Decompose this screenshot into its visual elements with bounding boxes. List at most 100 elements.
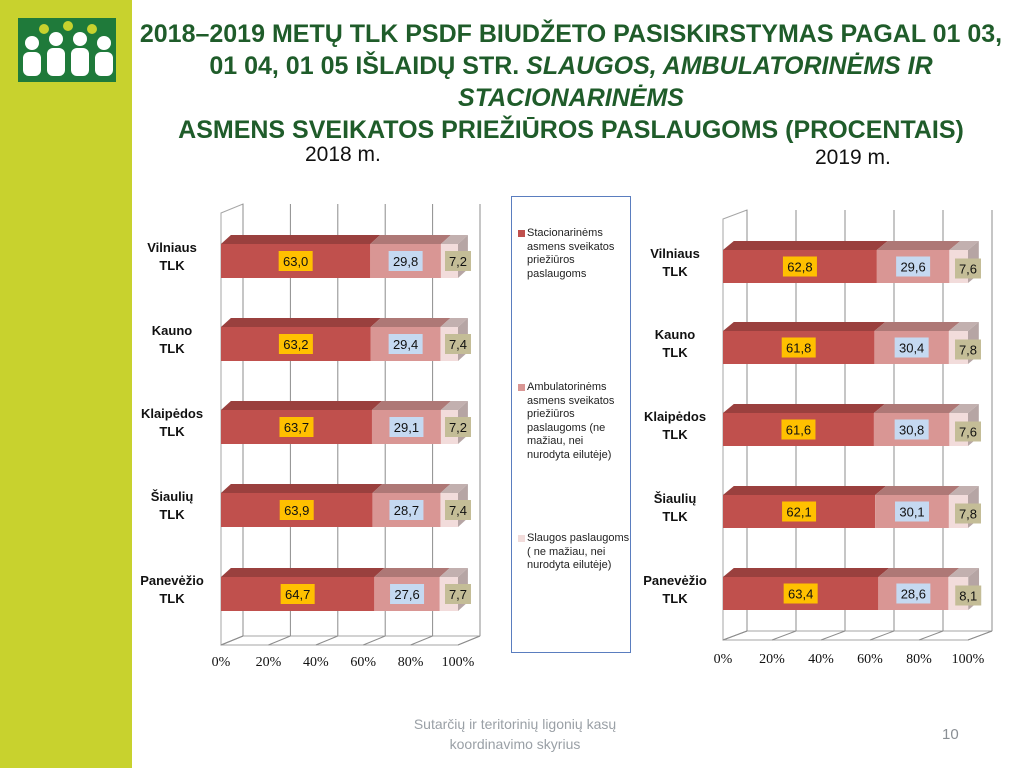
chart-2018-category-label: Panevėžio: [140, 573, 204, 588]
chart-2018-bar-top: [440, 318, 468, 327]
chart-2019-data-label: 30,1: [899, 505, 924, 520]
chart-2019-data-label-bg: [955, 503, 981, 524]
chart-2018-data-label: 29,1: [394, 420, 419, 435]
chart-2018-gridline-floor: [363, 635, 386, 646]
chart-2018-data-label: 7,7: [449, 587, 467, 602]
chart-2019-data-label: 63,4: [788, 587, 813, 602]
chart-2019-xtick-label: 0%: [714, 652, 733, 667]
chart-2019-bar-top: [948, 322, 979, 331]
chart-2018-title: 2018 m.: [305, 143, 381, 166]
chart-2018-data-label: 29,4: [393, 337, 418, 352]
chart-2018-data-label-bg: [280, 584, 315, 604]
chart-2018-category-label: Kauno: [152, 323, 193, 338]
chart-2018-xtick-label: 80%: [398, 655, 424, 670]
chart-2018-data-label: 64,7: [285, 587, 310, 602]
title-plain: 2018–2019 METŲ TLK PSDF BIUDŽETO PASISKI…: [139, 20, 1003, 80]
chart-2019-xtick-label: 40%: [808, 652, 834, 667]
chart-2018-data-label-bg: [388, 251, 423, 271]
chart-2018-data-label: 63,9: [284, 503, 309, 518]
legend-label-slaugos: Slaugos paslaugoms ( ne mažiau, nei nuro…: [527, 532, 630, 571]
chart-2019-data-label-bg: [895, 501, 930, 522]
chart-2019-data-label-bg: [782, 256, 817, 277]
chart-2018-xtick-label: 60%: [350, 655, 376, 670]
chart-2018-data-label: 29,8: [393, 254, 418, 269]
chart-2019-category-label: TLK: [662, 345, 688, 360]
chart-2019-data-label: 8,1: [959, 589, 977, 604]
chart-2019-category-label: TLK: [662, 427, 688, 442]
title-italic: SLAUGOS, AMBULATORINĖMS IR STACIONARINĖM…: [458, 52, 933, 112]
chart-2019-xtick-label: 80%: [906, 652, 932, 667]
chart-2019-gridline-floor: [820, 630, 846, 641]
chart-2019-data-label-bg: [783, 583, 818, 604]
chart-2018-data-label-bg: [278, 251, 313, 271]
legend-label-stacionar: Stacionarinėms asmens sveikatos priežiūr…: [527, 227, 615, 280]
chart-2018-data-label-bg: [445, 251, 471, 271]
chart-2018-data-label-bg: [389, 500, 424, 520]
chart-2019-data-label-bg: [955, 421, 981, 442]
chart-2018-bar-top: [370, 235, 451, 244]
chart-2018-category-label: TLK: [159, 258, 185, 273]
chart-2019-category-label: TLK: [662, 591, 688, 606]
chart-2019-gridline-floor: [771, 630, 797, 641]
chart-2019-data-label-bg: [781, 419, 816, 440]
chart-2019-data-label-bg: [955, 339, 981, 360]
chart-2018-bar-top: [221, 235, 381, 244]
chart-2018-data-label: 7,2: [449, 254, 467, 269]
chart-2019-bar-top: [723, 404, 885, 413]
chart-2018-bar-top: [221, 484, 383, 493]
chart-2019-gridline-floor: [967, 630, 993, 641]
chart-2018-gridline-floor: [410, 635, 433, 646]
chart-2018-bar-top: [440, 484, 468, 493]
chart-2019-data-label-bg: [894, 337, 929, 358]
chart-2019-bar-top: [874, 322, 960, 331]
chart-2018-bar-top: [440, 235, 468, 244]
chart-2018-data-label: 7,4: [449, 337, 467, 352]
chart-2018-bar-top: [371, 401, 451, 410]
chart-2019-title: 2019 m.: [815, 146, 891, 169]
chart-2019-bar-top: [949, 241, 979, 250]
chart-2018-xtick-label: 100%: [442, 655, 475, 670]
chart-2018-data-label: 63,7: [284, 420, 309, 435]
chart-2018-data-label-bg: [390, 584, 425, 604]
chart-2019-data-label: 30,8: [899, 423, 924, 438]
chart-2018-data-label-bg: [389, 417, 424, 437]
chart-2018-xtick-label: 0%: [212, 655, 231, 670]
chart-2019-data-label: 61,8: [786, 341, 811, 356]
chart-2018-category-label: TLK: [159, 507, 185, 522]
chart-2019-gridline-floor: [722, 630, 748, 641]
chart-2018-category-label: TLK: [159, 591, 185, 606]
chart-2018-xtick-label: 40%: [303, 655, 329, 670]
legend-swatch-stacionar: [518, 230, 525, 237]
chart-2019-bar-top: [723, 322, 886, 331]
chart-2019-category-label: TLK: [662, 264, 688, 279]
slide-title: 2018–2019 METŲ TLK PSDF BIUDŽETO PASISKI…: [133, 18, 1009, 146]
chart-2018-floor: [220, 635, 481, 646]
chart-2019-xtick-label: 20%: [759, 652, 785, 667]
chart-2019-gridline-floor: [918, 630, 944, 641]
chart-2019-data-label: 30,4: [899, 341, 924, 356]
chart-2018-gridline-floor: [268, 635, 291, 646]
chart-2018-gridline-floor: [220, 635, 244, 646]
chart-2019-data-label-bg: [955, 585, 982, 606]
chart-2019-data-label: 7,6: [959, 262, 977, 277]
chart-2019-data-label: 7,8: [959, 507, 977, 522]
chart-2018-category-label: TLK: [159, 424, 185, 439]
chart-2019-floor: [722, 630, 993, 641]
footer-text: Sutarčių ir teritorinių ligonių kasų koo…: [413, 716, 617, 752]
chart-2018-bar-top: [221, 401, 382, 410]
legend-swatch-slaugos: [518, 535, 525, 542]
chart-2019-bar-top: [878, 568, 960, 577]
chart-2018-data-label-bg: [445, 584, 471, 604]
chart-2018-data-label: 63,2: [283, 337, 308, 352]
chart-2019-data-label: 61,6: [786, 423, 811, 438]
chart-2019-data-label-bg: [782, 501, 817, 522]
chart-2019-category-label: Klaipėdos: [644, 409, 706, 424]
chart-2019-bar-top: [723, 486, 886, 495]
chart-legend: Stacionarinėms asmens sveikatos priežiūr…: [511, 196, 631, 653]
chart-2019-xtick-label: 100%: [952, 652, 985, 667]
chart-2019-bar-top: [948, 568, 980, 577]
chart-2019-xtick-label: 60%: [857, 652, 883, 667]
chart-2018-gridline-floor: [315, 635, 338, 646]
chart-2019-bar-top: [873, 404, 961, 413]
